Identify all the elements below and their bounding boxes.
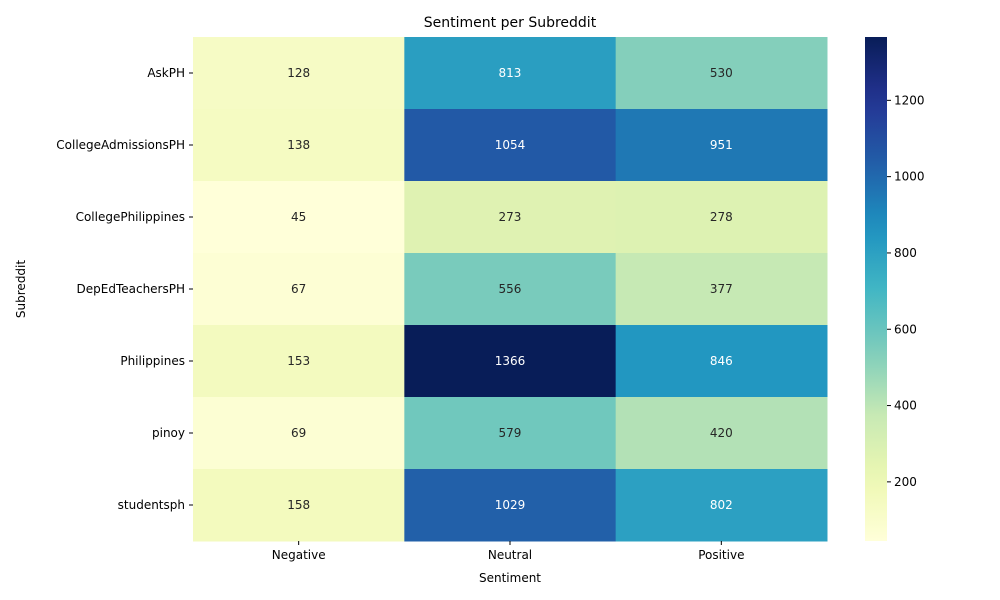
x-tick-label: Negative bbox=[272, 548, 326, 562]
heatmap-cell bbox=[615, 181, 828, 254]
heatmap-cell bbox=[404, 253, 617, 326]
y-axis-ticks: AskPH CollegeAdmissionsPH CollegePhilippin… bbox=[56, 66, 193, 512]
y-tick-label: pinoy bbox=[152, 426, 185, 440]
cell-value-label: 813 bbox=[499, 66, 522, 80]
heatmap-cell bbox=[404, 397, 617, 470]
y-tick-label: DepEdTeachersPH bbox=[77, 282, 186, 296]
cell-value-label: 951 bbox=[710, 138, 733, 152]
heatmap-cell bbox=[615, 37, 828, 110]
colorbar bbox=[865, 37, 887, 541]
colorbar-tick-label: 1000 bbox=[894, 170, 925, 184]
cell-value-label: 1054 bbox=[495, 138, 526, 152]
cell-value-label: 579 bbox=[499, 426, 522, 440]
heatmap-cell bbox=[615, 109, 828, 182]
cell-value-label: 377 bbox=[710, 282, 733, 296]
cell-value-label: 846 bbox=[710, 354, 733, 368]
cell-value-label: 420 bbox=[710, 426, 733, 440]
y-tick-label: studentsph bbox=[118, 498, 185, 512]
heatmap-cell bbox=[193, 325, 405, 398]
colorbar-tick-label: 200 bbox=[894, 475, 917, 489]
heatmap-cell bbox=[404, 181, 617, 254]
y-tick-label: Philippines bbox=[120, 354, 185, 368]
x-tick-label: Positive bbox=[698, 548, 744, 562]
heatmap-cell bbox=[193, 469, 405, 542]
heatmap-cell bbox=[404, 109, 617, 182]
cell-value-label: 530 bbox=[710, 66, 733, 80]
cell-value-label: 67 bbox=[291, 282, 306, 296]
heatmap-cell bbox=[404, 37, 617, 110]
heatmap-cell bbox=[193, 109, 405, 182]
y-tick-label: CollegePhilippines bbox=[76, 210, 185, 224]
heatmap-cell bbox=[404, 469, 617, 542]
cell-value-label: 556 bbox=[499, 282, 522, 296]
cell-value-label: 273 bbox=[499, 210, 522, 224]
x-axis-label: Sentiment bbox=[479, 571, 541, 585]
cell-value-label: 138 bbox=[287, 138, 310, 152]
colorbar-tick-label: 1200 bbox=[894, 93, 925, 107]
cell-value-label: 69 bbox=[291, 426, 306, 440]
chart-title: Sentiment per Subreddit bbox=[424, 15, 597, 31]
heatmap-cells: 128 813 530 138 1054 951 45 273 278 67 556 377 153 13… bbox=[193, 37, 828, 542]
cell-value-label: 128 bbox=[287, 66, 310, 80]
cell-value-label: 278 bbox=[710, 210, 733, 224]
cell-value-label: 158 bbox=[287, 498, 310, 512]
y-tick-label: CollegeAdmissionsPH bbox=[56, 138, 185, 152]
y-axis-label: Subreddit bbox=[14, 260, 28, 318]
heatmap-cell bbox=[615, 397, 828, 470]
cell-value-label: 1366 bbox=[495, 354, 526, 368]
heatmap-cell bbox=[615, 469, 828, 542]
y-tick-label: AskPH bbox=[147, 66, 185, 80]
colorbar-tick-label: 800 bbox=[894, 246, 917, 260]
cell-value-label: 1029 bbox=[495, 498, 526, 512]
heatmap-cell bbox=[615, 253, 828, 326]
heatmap-cell bbox=[193, 253, 405, 326]
heatmap-cell bbox=[404, 325, 617, 398]
colorbar-tick-label: 600 bbox=[894, 322, 917, 336]
heatmap-cell bbox=[615, 325, 828, 398]
colorbar-tick-label: 400 bbox=[894, 399, 917, 413]
cell-value-label: 45 bbox=[291, 210, 306, 224]
heatmap-cell bbox=[193, 397, 405, 470]
cell-value-label: 802 bbox=[710, 498, 733, 512]
heatmap-cell bbox=[193, 181, 405, 254]
x-tick-label: Neutral bbox=[488, 548, 532, 562]
colorbar-ticks: 200 400 600 800 1000 1200 bbox=[887, 93, 925, 489]
x-axis-ticks: Negative Neutral Positive bbox=[272, 541, 744, 562]
heatmap-cell bbox=[193, 37, 405, 110]
cell-value-label: 153 bbox=[287, 354, 310, 368]
